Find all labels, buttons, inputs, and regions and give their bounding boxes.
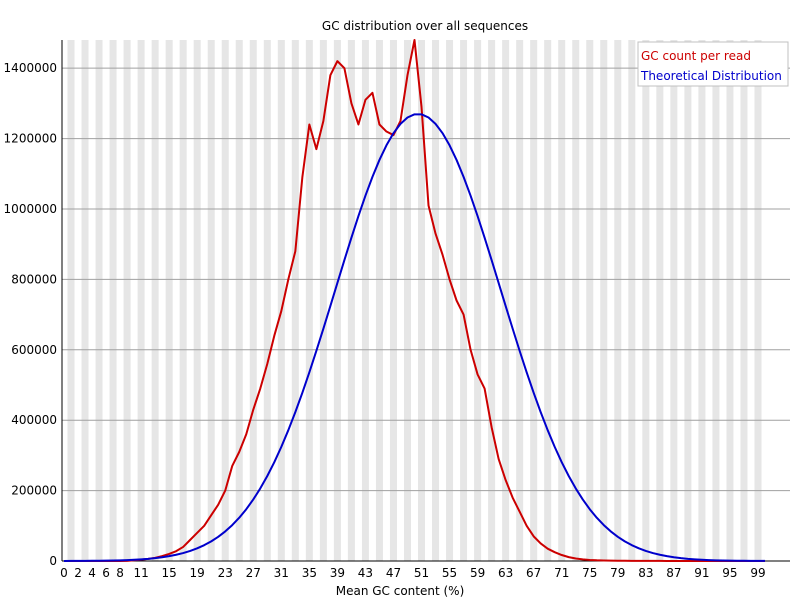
x-tick-label: 63	[498, 566, 513, 580]
y-tick-labels: 0 200000 400000 600000 800000 1000000 1200000 1…	[4, 61, 57, 568]
background-band	[754, 40, 762, 561]
background-band	[418, 40, 426, 561]
background-band	[614, 40, 622, 561]
background-band	[207, 40, 215, 561]
x-tick-label: 8	[116, 566, 124, 580]
x-axis-label: Mean GC content (%)	[336, 584, 465, 598]
chart-title: GC distribution over all sequences	[322, 19, 528, 33]
background-band	[586, 40, 594, 561]
background-band	[67, 40, 75, 561]
x-tick-label: 91	[694, 566, 709, 580]
x-tick-label: 15	[162, 566, 177, 580]
background-band	[446, 40, 454, 561]
background-band	[95, 40, 103, 561]
background-band	[544, 40, 552, 561]
x-tick-label: 31	[274, 566, 289, 580]
background-band	[375, 40, 383, 561]
y-gridlines	[62, 67, 790, 492]
x-tick-label: 83	[638, 566, 653, 580]
background-band	[165, 40, 173, 561]
x-tick-label: 87	[666, 566, 681, 580]
background-band	[628, 40, 636, 561]
x-tick-label: 79	[610, 566, 625, 580]
background-band	[263, 40, 271, 561]
background-band	[558, 40, 566, 561]
y-tick-label: 200000	[11, 484, 57, 498]
background-band	[726, 40, 734, 561]
background-band	[389, 40, 397, 561]
background-band	[403, 40, 411, 561]
x-tick-label: 75	[582, 566, 597, 580]
legend-entry-theoretical-distribution: Theoretical Distribution	[640, 69, 782, 83]
y-tick-label: 1400000	[4, 61, 57, 75]
background-band	[305, 40, 313, 561]
legend-box	[637, 41, 789, 87]
x-tick-labels: 0 2 4 6 8 11 15 19 23 27 31 35 39 43 47 51 55 59 63 67 71 75 7…	[60, 566, 765, 580]
background-band	[333, 40, 341, 561]
background-band	[109, 40, 117, 561]
background-band	[193, 40, 201, 561]
x-tick-label: 19	[190, 566, 205, 580]
background-band	[179, 40, 187, 561]
background-band	[656, 40, 664, 561]
background-band	[712, 40, 720, 561]
y-tick-label: 0	[49, 554, 57, 568]
x-tick-label: 99	[750, 566, 765, 580]
background-band	[347, 40, 355, 561]
y-tick-label: 400000	[11, 413, 57, 427]
background-band	[474, 40, 482, 561]
x-tick-label: 23	[218, 566, 233, 580]
x-tick-label: 67	[526, 566, 541, 580]
background-band	[81, 40, 89, 561]
x-tick-label: 95	[722, 566, 737, 580]
legend-entry-gc-count-per-read: GC count per read	[641, 49, 751, 63]
background-band	[740, 40, 748, 561]
y-tick-label: 600000	[11, 343, 57, 357]
x-tick-label: 35	[302, 566, 317, 580]
x-tick-label: 43	[358, 566, 373, 580]
x-tick-label: 51	[414, 566, 429, 580]
background-band	[151, 40, 159, 561]
background-band	[249, 40, 257, 561]
x-tick-label: 6	[102, 566, 110, 580]
x-tick-label: 0	[60, 566, 68, 580]
background-band	[432, 40, 440, 561]
background-band	[670, 40, 678, 561]
background-band	[516, 40, 524, 561]
background-band	[235, 40, 243, 561]
x-tick-label: 71	[554, 566, 569, 580]
plot-background-bands	[67, 40, 762, 561]
x-tick-label: 2	[74, 566, 82, 580]
background-band	[291, 40, 299, 561]
background-band	[361, 40, 369, 561]
x-tick-label: 27	[246, 566, 261, 580]
background-band	[488, 40, 496, 561]
background-band	[319, 40, 327, 561]
background-band	[642, 40, 650, 561]
y-tick-label: 1000000	[4, 202, 57, 216]
background-band	[572, 40, 580, 561]
background-band	[530, 40, 538, 561]
background-band	[123, 40, 131, 561]
x-tick-label: 59	[470, 566, 485, 580]
legend: GC count per read Theoretical Distributi…	[637, 41, 789, 87]
x-tick-label: 55	[442, 566, 457, 580]
x-tick-label: 11	[133, 566, 148, 580]
series-line-theoretical-distribution	[63, 113, 766, 562]
background-band	[277, 40, 285, 561]
x-tick-label: 39	[330, 566, 345, 580]
background-band	[600, 40, 608, 561]
background-band	[460, 40, 468, 561]
x-tick-label: 4	[88, 566, 96, 580]
y-tick-label: 1200000	[4, 132, 57, 146]
background-band	[502, 40, 510, 561]
x-tick-label: 47	[386, 566, 401, 580]
y-tick-label: 800000	[11, 272, 57, 286]
background-band	[698, 40, 706, 561]
series-line-gc-count-per-read	[64, 39, 765, 562]
background-band	[221, 40, 229, 561]
background-band	[137, 40, 145, 561]
background-band	[684, 40, 692, 561]
